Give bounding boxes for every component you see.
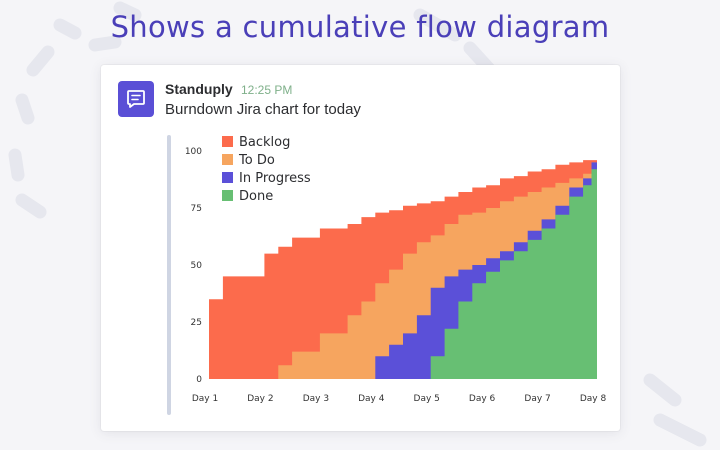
message-timestamp[interactable]: 12:25 PM	[241, 83, 293, 97]
chat-message-card: Standuply 12:25 PM Burndown Jira chart f…	[101, 65, 620, 431]
legend-label: Done	[239, 189, 273, 204]
legend-item-in-progress: In Progress	[222, 171, 311, 186]
chat-bubble-icon	[127, 90, 145, 108]
x-tick-label: Day 8	[580, 394, 607, 404]
message-text: Burndown Jira chart for today	[165, 101, 361, 118]
legend-swatch	[222, 190, 233, 201]
x-tick-label: Day 1	[192, 394, 218, 404]
page-headline: Shows a cumulative flow diagram	[110, 10, 610, 44]
attachment-quote-bar	[167, 135, 171, 415]
chart-areas	[209, 160, 597, 379]
y-tick-label: 50	[191, 261, 203, 271]
x-tick-label: Day 2	[247, 394, 273, 404]
legend-item-done: Done	[222, 189, 273, 204]
x-tick-label: Day 3	[303, 394, 329, 404]
x-tick-label: Day 7	[524, 394, 550, 404]
y-tick-label: 100	[185, 147, 202, 157]
chart-legend: Backlog To Do In Progress Done	[222, 135, 311, 204]
sender-name[interactable]: Standuply	[165, 81, 233, 97]
x-axis-ticks: Day 1 Day 2 Day 3 Day 4 Day 5 Day 6 Day 7 Day 8	[192, 394, 607, 404]
legend-swatch	[222, 154, 233, 165]
y-tick-label: 75	[191, 204, 202, 214]
x-tick-label: Day 5	[414, 394, 440, 404]
y-tick-label: 25	[191, 318, 202, 328]
x-tick-label: Day 4	[358, 394, 385, 404]
bot-avatar[interactable]	[118, 81, 154, 117]
legend-item-to-do: To Do	[222, 153, 275, 168]
y-tick-label: 0	[196, 375, 202, 385]
legend-label: In Progress	[239, 171, 311, 186]
legend-label: Backlog	[239, 135, 290, 150]
legend-label: To Do	[238, 153, 275, 168]
y-axis-ticks: 0 25 50 75 100	[185, 147, 202, 385]
x-tick-label: Day 6	[469, 394, 496, 404]
legend-swatch	[222, 136, 233, 147]
area-done	[209, 169, 597, 379]
legend-swatch	[222, 172, 233, 183]
legend-item-backlog: Backlog	[222, 135, 290, 150]
